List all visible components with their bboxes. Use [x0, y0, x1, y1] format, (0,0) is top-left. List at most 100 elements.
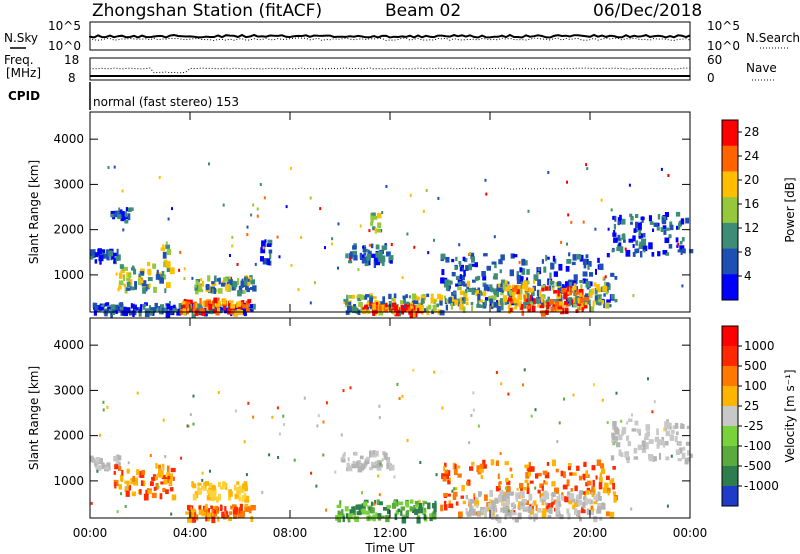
- data-cell: [659, 439, 664, 446]
- data-cell: [477, 287, 481, 291]
- data-cell: [675, 431, 679, 436]
- data-cell: [107, 166, 110, 169]
- x-tick-label: 12:00: [373, 526, 408, 540]
- data-cell: [102, 400, 105, 404]
- data-cell: [567, 466, 571, 471]
- data-cell: [653, 222, 658, 227]
- data-cell: [408, 295, 411, 299]
- data-cell: [341, 459, 346, 463]
- data-cell: [583, 305, 588, 309]
- data-cell: [221, 280, 226, 284]
- data-cell: [566, 479, 570, 487]
- data-cell: [393, 475, 396, 479]
- data-cell: [262, 246, 265, 250]
- data-cell: [543, 266, 547, 273]
- data-cell: [357, 298, 362, 302]
- data-cell: [155, 463, 158, 469]
- data-cell: [372, 303, 376, 310]
- data-cell: [558, 493, 561, 500]
- data-cell: [405, 294, 408, 299]
- data-cell: [595, 498, 598, 503]
- data-cell: [183, 298, 187, 303]
- data-cell: [210, 494, 215, 502]
- data-cell: [666, 504, 669, 508]
- data-cell: [391, 302, 397, 308]
- data-cell: [237, 305, 243, 310]
- data-cell: [461, 485, 465, 492]
- nsky-tick-bottom: 10^0: [48, 39, 81, 53]
- data-cell: [602, 487, 607, 494]
- data-cell: [341, 509, 344, 515]
- data-cell: [529, 294, 533, 302]
- data-cell: [427, 502, 431, 510]
- data-cell: [192, 483, 197, 489]
- data-cell: [486, 265, 491, 271]
- data-cell: [687, 450, 691, 456]
- data-cell: [667, 424, 670, 430]
- data-cell: [349, 509, 353, 514]
- data-cell: [431, 513, 437, 520]
- data-cell: [316, 424, 319, 428]
- data-cell: [208, 482, 213, 488]
- data-cell: [478, 299, 483, 303]
- data-cell: [313, 281, 316, 285]
- data-cell: [139, 271, 145, 276]
- data-cell: [104, 309, 108, 317]
- data-cell: [99, 433, 102, 437]
- data-cell: [116, 459, 119, 466]
- data-cell: [577, 297, 580, 304]
- data-cell: [371, 212, 376, 219]
- data-cell: [478, 468, 481, 472]
- data-cell: [134, 477, 138, 483]
- y-tick-label: 3000: [53, 383, 84, 397]
- data-cell: [513, 297, 517, 303]
- data-cell: [214, 306, 218, 310]
- data-cell: [348, 260, 353, 264]
- data-cell: [359, 294, 365, 300]
- data-cell: [379, 462, 382, 466]
- data-cell: [677, 458, 682, 462]
- data-cell: [504, 300, 507, 306]
- data-cell: [529, 480, 534, 484]
- data-cell: [551, 492, 556, 497]
- data-cell: [444, 462, 447, 468]
- data-cell: [524, 479, 529, 483]
- data-cell: [481, 271, 486, 277]
- data-cell: [444, 279, 450, 285]
- data-cell: [228, 491, 233, 497]
- data-cell: [208, 162, 210, 166]
- data-cell: [586, 480, 592, 486]
- data-cell: [491, 305, 494, 310]
- data-cell: [484, 511, 487, 519]
- data-cell: [517, 294, 523, 301]
- colorbar-segment: [722, 120, 738, 147]
- data-cell: [676, 225, 679, 230]
- data-cell: [504, 280, 508, 285]
- data-cell: [422, 509, 425, 515]
- data-cell: [585, 482, 589, 487]
- data-cell: [103, 253, 106, 259]
- data-cell: [373, 502, 376, 506]
- data-cell: [626, 458, 630, 464]
- panel-frame: [89, 111, 691, 313]
- data-cell: [440, 277, 445, 284]
- data-cell: [638, 229, 641, 236]
- data-cell: [140, 304, 143, 308]
- data-cell: [249, 304, 253, 309]
- data-cell: [492, 511, 495, 518]
- data-cell: [205, 308, 211, 314]
- data-cell: [597, 502, 602, 510]
- data-cell: [414, 500, 420, 505]
- data-cell: [596, 459, 602, 466]
- data-cell: [567, 508, 570, 516]
- data-cell: [592, 300, 595, 307]
- data-cell: [584, 493, 587, 498]
- data-cell: [376, 466, 382, 471]
- nsearch-trace: [89, 37, 691, 42]
- data-cell: [469, 466, 474, 471]
- data-cell: [457, 302, 461, 307]
- data-cell: [214, 275, 217, 282]
- data-cell: [166, 267, 171, 272]
- data-cell: [187, 504, 191, 511]
- data-cell: [537, 267, 541, 272]
